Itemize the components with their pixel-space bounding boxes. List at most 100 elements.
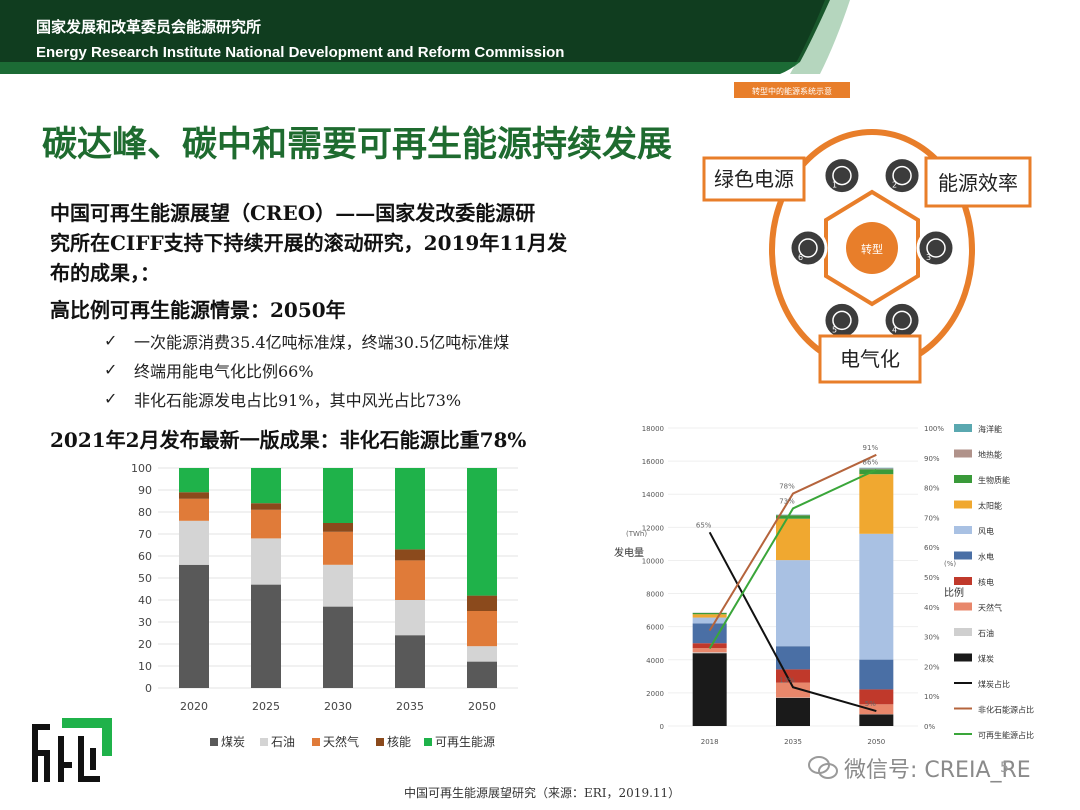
intro-line-2: 究所在CIFF支持下持续开展的滚动研究，2019年11月发 xyxy=(50,231,568,255)
diagram-center xyxy=(846,222,898,274)
legend-swatch xyxy=(954,551,972,560)
y-tick-label: 12000 xyxy=(642,524,664,532)
bar-segment xyxy=(179,520,209,565)
legend-swatch xyxy=(954,449,972,458)
diagram-banner-text: 转型中的能源系统示意 xyxy=(752,86,832,96)
bar-segment xyxy=(395,635,425,688)
y-tick-label: 6000 xyxy=(646,624,664,632)
header-banner: 国家发展和改革委员会能源研究所 Energy Research Institut… xyxy=(0,0,1080,80)
line-data-label: 5% xyxy=(865,700,876,708)
legend-label: 石油 xyxy=(978,628,994,638)
bar-segment xyxy=(251,584,281,688)
chart2-y2label: 比例 xyxy=(944,586,964,599)
chart2-y2-ticks: 0% 10% 20% 30% 40% 50% 60% 70% 80% 90% 100% xyxy=(924,425,944,731)
bar-segment xyxy=(251,509,281,539)
node-glyph xyxy=(892,165,912,186)
x-tick-label: 2025 xyxy=(252,700,280,713)
bullet-text: 终端用能电气化比例66% xyxy=(134,361,314,381)
y-tick-label: 0 xyxy=(660,723,664,731)
legend-swatch xyxy=(954,500,972,509)
y2-tick-label: 50% xyxy=(924,574,940,582)
diagram-banner xyxy=(734,82,850,98)
latest-result-heading: 2021年2月发布最新一版成果：非化石能源比重78% xyxy=(50,428,527,452)
y-tick-label: 16000 xyxy=(642,458,664,466)
diagram-nodes: 1 2 3 4 5 6 xyxy=(788,156,956,340)
bullet-item: ✓ 非化石能源发电占比91%，其中风光占比73% xyxy=(104,384,509,413)
chart2-bars xyxy=(692,467,894,726)
node-number: 5 xyxy=(832,325,837,334)
node-number: 4 xyxy=(892,325,897,334)
series-line xyxy=(708,468,877,650)
legend-label: 海洋能 xyxy=(978,424,1002,434)
diagram-node: 5 xyxy=(822,300,862,340)
legend-label: 煤炭 xyxy=(978,654,994,664)
legend-swatch xyxy=(954,628,972,636)
bar-segment xyxy=(776,515,810,519)
bar-segment xyxy=(859,659,894,690)
bar-segment xyxy=(859,714,894,726)
bar-segment xyxy=(859,533,894,660)
arrows-icon xyxy=(822,300,862,340)
x-tick-label: 2035 xyxy=(396,700,424,713)
chart2-ylabel-text: 发电量 xyxy=(614,546,644,559)
bar-segment xyxy=(251,538,281,585)
line-data-label: 78% xyxy=(779,483,795,491)
y-tick-label: 30 xyxy=(138,616,152,629)
y2-tick-label: 60% xyxy=(924,544,940,552)
y-tick-label: 20 xyxy=(138,638,152,651)
legend-swatch xyxy=(954,475,972,483)
y-tick-label: 10000 xyxy=(642,557,664,565)
line-data-label: 65% xyxy=(696,521,712,529)
diagram-hexagon xyxy=(824,189,920,307)
legend-label: 水电 xyxy=(978,552,994,562)
coins-icon xyxy=(882,300,922,340)
y-tick-label: 100 xyxy=(131,462,152,475)
header-background xyxy=(0,0,850,74)
label-green-power: 绿色电源 xyxy=(714,167,794,191)
y-tick-label: 10 xyxy=(138,660,152,673)
bar-segment xyxy=(467,661,497,688)
wechat-watermark: 微信号: CREIA_RE xyxy=(808,752,1031,784)
node-number: 1 xyxy=(832,181,837,190)
bar-segment xyxy=(776,518,810,561)
node-number: 2 xyxy=(892,181,897,190)
label-box-green-power xyxy=(702,156,806,202)
y2-tick-label: 0% xyxy=(924,723,935,731)
chart2-legend: 海洋能地热能生物质能太阳能风电水电核电天然气石油煤炭煤炭占比非化石能源占比可再生… xyxy=(954,424,1034,740)
bar-segment xyxy=(859,474,894,534)
wechat-icon xyxy=(808,756,838,779)
legend-label: 非化石能源占比 xyxy=(978,705,1034,715)
legend-swatch xyxy=(312,738,320,746)
bar-segment xyxy=(859,468,894,470)
bullet-list: ✓ 一次能源消费35.4亿吨标准煤，终端30.5亿吨标准煤 ✓ 终端用能电气化比… xyxy=(104,326,509,413)
line-data-label: 86% xyxy=(863,459,879,467)
chart-bars xyxy=(179,468,497,688)
chart2-y2label-unit: (%) xyxy=(944,560,956,568)
y2-tick-label: 90% xyxy=(924,455,940,463)
bar-segment xyxy=(395,549,425,561)
legend-swatch xyxy=(954,577,972,585)
legend-label: 天然气 xyxy=(978,603,1002,613)
diagram-node: 3 xyxy=(916,228,956,268)
chart-y-ticks: 0 10 20 30 40 50 60 70 80 90 100 xyxy=(131,462,152,695)
check-icon: ✓ xyxy=(104,331,118,350)
bar-segment xyxy=(395,600,425,636)
bar-segment xyxy=(323,531,353,565)
y-tick-label: 8000 xyxy=(646,591,664,599)
y-tick-label: 4000 xyxy=(646,657,664,665)
y-tick-label: 50 xyxy=(138,572,152,585)
bar-segment xyxy=(692,612,727,615)
building-icon xyxy=(882,156,922,196)
bar-segment xyxy=(776,560,810,647)
chart2-ylabel-unit: (TWh) xyxy=(626,530,647,538)
bar-segment xyxy=(692,623,727,644)
y-tick-label: 18000 xyxy=(642,425,664,433)
y-tick-label: 0 xyxy=(145,682,152,695)
chart2-x-ticks: 2018 2035 2050 xyxy=(701,738,885,746)
bar-segment xyxy=(692,643,727,649)
slide-title: 碳达峰、碳中和需要可再生能源持续发展 xyxy=(42,124,673,165)
bar-segment xyxy=(692,653,727,726)
energy-transition-diagram: 转型中的能源系统示意 转型 1 2 3 4 5 6 绿色电源 能源效率 电气化 xyxy=(702,82,1032,384)
